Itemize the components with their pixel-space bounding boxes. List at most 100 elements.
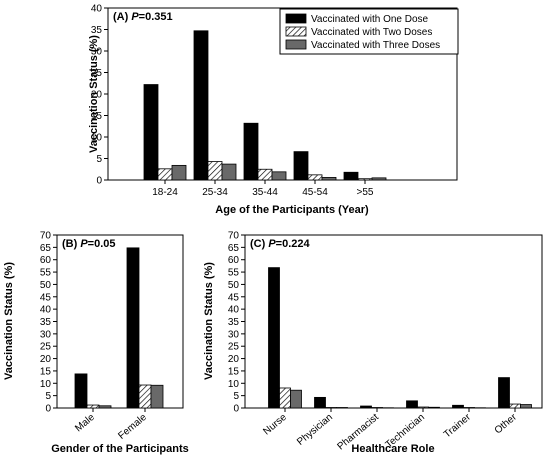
y-tick-label: 15 — [91, 111, 103, 122]
legend-swatch — [285, 26, 307, 37]
y-tick-label: 10 — [228, 379, 240, 390]
y-tick-label: 35 — [228, 317, 240, 328]
bar — [138, 384, 152, 409]
bar — [271, 171, 287, 181]
x-tick-label: Female — [116, 412, 149, 442]
bar — [150, 384, 164, 409]
bar — [243, 122, 259, 181]
p-value: =0.224 — [276, 238, 311, 250]
y-axis-label: Vaccination Status (%) — [3, 262, 15, 380]
y-tick-label: 55 — [40, 268, 52, 279]
y-tick-label: 70 — [40, 231, 52, 242]
bar — [279, 387, 291, 409]
x-axis-label: Gender of the Participants — [51, 443, 189, 455]
x-tick-label: Male — [73, 412, 97, 435]
y-tick-label: 5 — [96, 154, 102, 165]
y-tick-label: 55 — [228, 268, 240, 279]
x-tick-label: 18-24 — [152, 187, 178, 198]
bar — [268, 267, 280, 409]
y-tick-label: 0 — [233, 404, 239, 415]
y-tick-label: 40 — [228, 305, 240, 316]
y-axis-label: Vaccination Status (%) — [88, 35, 100, 153]
bar — [290, 389, 302, 409]
bar — [360, 405, 372, 409]
bar — [74, 373, 88, 409]
bar — [357, 178, 373, 181]
y-tick-label: 20 — [228, 354, 240, 365]
y-tick-label: 50 — [40, 280, 52, 291]
y-tick-label: 60 — [40, 255, 52, 266]
y-tick-label: 45 — [40, 292, 52, 303]
legend-label: Vaccinated with Two Doses — [311, 27, 432, 38]
p-symbol: P — [80, 238, 88, 250]
y-tick-label: 10 — [91, 133, 103, 144]
bar — [452, 404, 464, 409]
bar — [509, 403, 521, 409]
y-tick-label: 25 — [228, 342, 240, 353]
x-tick-label: >55 — [357, 187, 374, 198]
y-tick-label: 30 — [228, 329, 240, 340]
p-symbol: P — [131, 11, 139, 23]
y-tick-label: 20 — [91, 90, 103, 101]
panel-a-chart: 0 5 10 15 20 25 30 35 40 Vaccination Status (%) Ag… — [88, 4, 459, 216]
bar — [371, 177, 387, 181]
y-tick-label: 5 — [233, 391, 239, 402]
bar — [221, 163, 237, 181]
legend-label: Vaccinated with One Dose — [311, 14, 429, 25]
y-tick-label: 25 — [40, 342, 52, 353]
y-tick-label: 10 — [40, 379, 52, 390]
bar — [257, 168, 273, 181]
y-tick-label: 50 — [228, 280, 240, 291]
bar — [343, 171, 359, 181]
y-tick-label: 60 — [228, 255, 240, 266]
x-tick-label: Other — [493, 411, 520, 436]
y-tick-label: 0 — [96, 176, 102, 187]
y-tick-label: 0 — [45, 404, 51, 415]
p-symbol: P — [268, 238, 276, 250]
y-tick-label: 15 — [40, 366, 52, 377]
y-tick-label: 65 — [228, 243, 240, 254]
x-axis-label: Age of the Participants (Year) — [215, 204, 369, 216]
bar — [157, 168, 173, 181]
bar — [520, 404, 532, 409]
bar — [171, 164, 187, 181]
bar — [428, 406, 440, 409]
y-tick-label: 40 — [91, 4, 103, 15]
bar — [193, 30, 209, 181]
p-value: =0.351 — [139, 11, 173, 23]
y-tick-label: 70 — [228, 231, 240, 242]
bar — [293, 151, 309, 181]
legend-label: Vaccinated with Three Doses — [311, 40, 440, 51]
bar — [321, 177, 337, 181]
x-tick-label: 45-54 — [302, 187, 328, 198]
y-tick-label: 45 — [228, 292, 240, 303]
x-tick-label: Trainer — [442, 411, 474, 440]
x-tick-label: Nurse — [261, 412, 289, 438]
y-tick-label: 5 — [45, 391, 51, 402]
legend-box — [279, 8, 459, 55]
x-axis-label: Healthcare Role — [351, 443, 434, 455]
bar — [406, 400, 418, 409]
bar — [314, 396, 326, 409]
y-tick-label: 30 — [40, 329, 52, 340]
bar — [207, 161, 223, 181]
y-tick-label: 30 — [91, 47, 103, 58]
y-tick-label: 35 — [91, 25, 103, 36]
x-tick-label: Physician — [295, 412, 335, 448]
panel-title: (B) P=0.05 — [62, 238, 116, 250]
legend: Vaccinated with One Dose Vaccinated with … — [279, 8, 459, 55]
y-tick-label: 15 — [228, 366, 240, 377]
y-tick-label: 25 — [91, 68, 103, 79]
panel-title: (C) P=0.224 — [250, 238, 311, 250]
bar — [498, 377, 510, 409]
y-tick-label: 40 — [40, 305, 52, 316]
panel-title: (A) P=0.351 — [113, 11, 173, 23]
panel-label: (A) — [113, 11, 131, 23]
y-axis-label: Vaccination Status (%) — [203, 262, 215, 380]
panel-label: (C) — [250, 238, 268, 250]
y-tick-label: 20 — [40, 354, 52, 365]
legend-swatch — [285, 13, 307, 24]
